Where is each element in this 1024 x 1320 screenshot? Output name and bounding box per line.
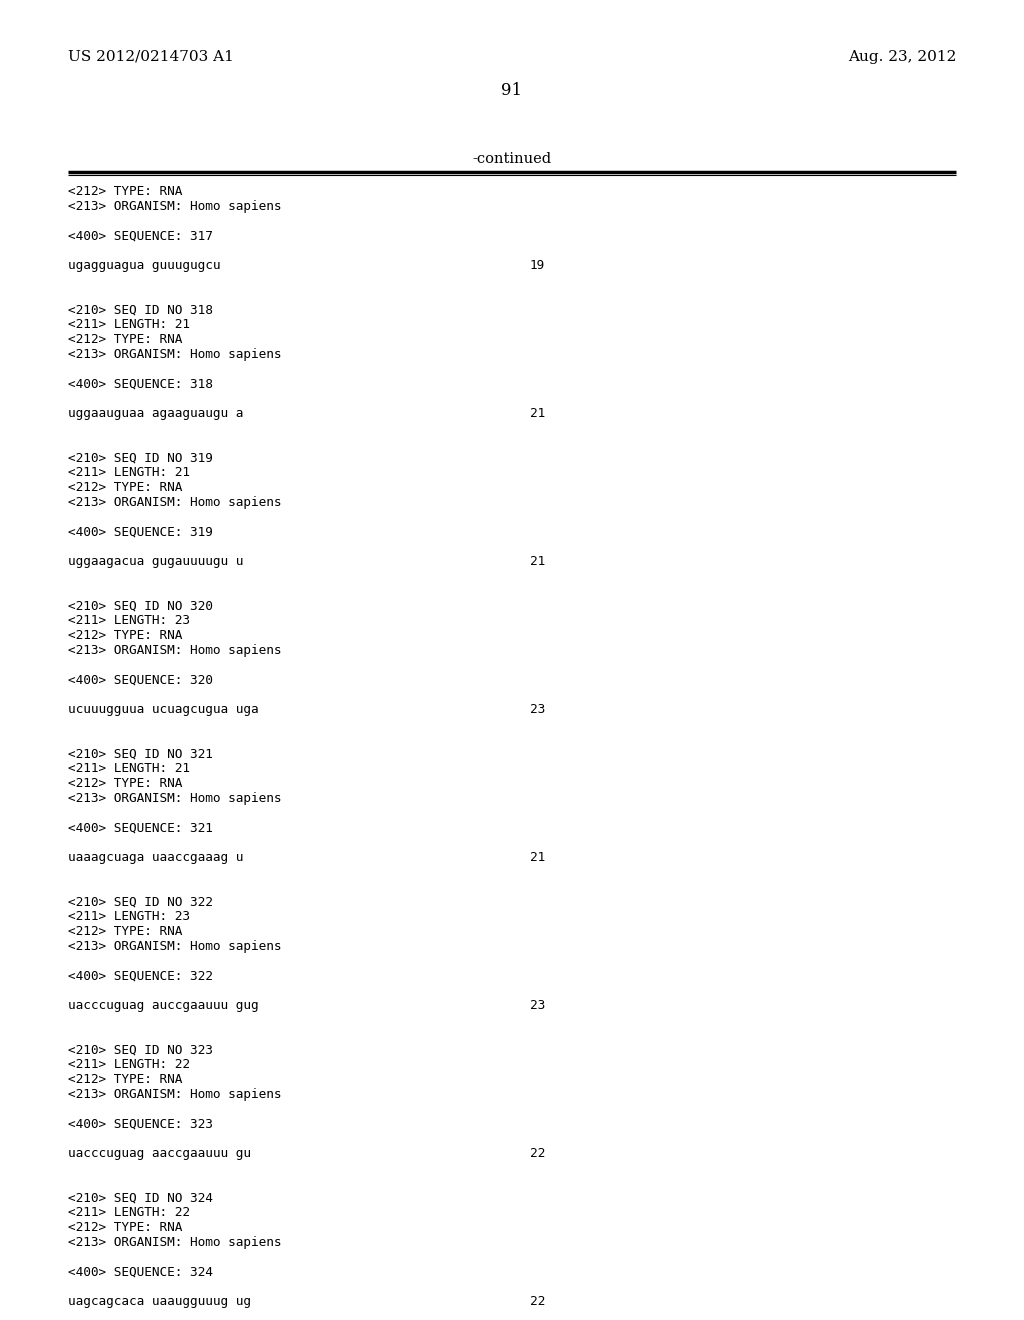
Text: <212> TYPE: RNA: <212> TYPE: RNA: [68, 333, 182, 346]
Text: <211> LENGTH: 21: <211> LENGTH: 21: [68, 318, 190, 331]
Text: <213> ORGANISM: Homo sapiens: <213> ORGANISM: Homo sapiens: [68, 199, 282, 213]
Text: <211> LENGTH: 22: <211> LENGTH: 22: [68, 1059, 190, 1072]
Text: <213> ORGANISM: Homo sapiens: <213> ORGANISM: Homo sapiens: [68, 940, 282, 953]
Text: <212> TYPE: RNA: <212> TYPE: RNA: [68, 1221, 182, 1234]
Text: <210> SEQ ID NO 318: <210> SEQ ID NO 318: [68, 304, 213, 317]
Text: <210> SEQ ID NO 322: <210> SEQ ID NO 322: [68, 895, 213, 908]
Text: <210> SEQ ID NO 319: <210> SEQ ID NO 319: [68, 451, 213, 465]
Text: <400> SEQUENCE: 321: <400> SEQUENCE: 321: [68, 821, 213, 834]
Text: <211> LENGTH: 22: <211> LENGTH: 22: [68, 1206, 190, 1220]
Text: ucuuugguua ucuagcugua uga: ucuuugguua ucuagcugua uga: [68, 704, 259, 715]
Text: uggaauguaa agaaguaugu a: uggaauguaa agaaguaugu a: [68, 407, 244, 420]
Text: <400> SEQUENCE: 322: <400> SEQUENCE: 322: [68, 969, 213, 982]
Text: <213> ORGANISM: Homo sapiens: <213> ORGANISM: Homo sapiens: [68, 1088, 282, 1101]
Text: <210> SEQ ID NO 324: <210> SEQ ID NO 324: [68, 1192, 213, 1204]
Text: <212> TYPE: RNA: <212> TYPE: RNA: [68, 480, 182, 494]
Text: <211> LENGTH: 23: <211> LENGTH: 23: [68, 614, 190, 627]
Text: <400> SEQUENCE: 323: <400> SEQUENCE: 323: [68, 1118, 213, 1130]
Text: <212> TYPE: RNA: <212> TYPE: RNA: [68, 630, 182, 642]
Text: 23: 23: [530, 704, 545, 715]
Text: uagcagcaca uaaugguuug ug: uagcagcaca uaaugguuug ug: [68, 1295, 251, 1308]
Text: <213> ORGANISM: Homo sapiens: <213> ORGANISM: Homo sapiens: [68, 347, 282, 360]
Text: <400> SEQUENCE: 320: <400> SEQUENCE: 320: [68, 673, 213, 686]
Text: <213> ORGANISM: Homo sapiens: <213> ORGANISM: Homo sapiens: [68, 1236, 282, 1249]
Text: <213> ORGANISM: Homo sapiens: <213> ORGANISM: Homo sapiens: [68, 496, 282, 508]
Text: <212> TYPE: RNA: <212> TYPE: RNA: [68, 185, 182, 198]
Text: Aug. 23, 2012: Aug. 23, 2012: [848, 50, 956, 63]
Text: 23: 23: [530, 999, 545, 1012]
Text: -continued: -continued: [472, 152, 552, 166]
Text: <210> SEQ ID NO 321: <210> SEQ ID NO 321: [68, 747, 213, 760]
Text: uacccuguag auccgaauuu gug: uacccuguag auccgaauuu gug: [68, 999, 259, 1012]
Text: <211> LENGTH: 23: <211> LENGTH: 23: [68, 911, 190, 923]
Text: uaaagcuaga uaaccgaaag u: uaaagcuaga uaaccgaaag u: [68, 851, 244, 865]
Text: ugagguagua guuugugcu: ugagguagua guuugugcu: [68, 259, 220, 272]
Text: <210> SEQ ID NO 320: <210> SEQ ID NO 320: [68, 599, 213, 612]
Text: <212> TYPE: RNA: <212> TYPE: RNA: [68, 777, 182, 789]
Text: uacccuguag aaccgaauuu gu: uacccuguag aaccgaauuu gu: [68, 1147, 251, 1160]
Text: <212> TYPE: RNA: <212> TYPE: RNA: [68, 925, 182, 939]
Text: <212> TYPE: RNA: <212> TYPE: RNA: [68, 1073, 182, 1086]
Text: <400> SEQUENCE: 318: <400> SEQUENCE: 318: [68, 378, 213, 391]
Text: 21: 21: [530, 407, 545, 420]
Text: 21: 21: [530, 554, 545, 568]
Text: <210> SEQ ID NO 323: <210> SEQ ID NO 323: [68, 1043, 213, 1056]
Text: uggaagacua gugauuuugu u: uggaagacua gugauuuugu u: [68, 554, 244, 568]
Text: <400> SEQUENCE: 324: <400> SEQUENCE: 324: [68, 1266, 213, 1278]
Text: US 2012/0214703 A1: US 2012/0214703 A1: [68, 50, 233, 63]
Text: <400> SEQUENCE: 319: <400> SEQUENCE: 319: [68, 525, 213, 539]
Text: <211> LENGTH: 21: <211> LENGTH: 21: [68, 762, 190, 775]
Text: <400> SEQUENCE: 317: <400> SEQUENCE: 317: [68, 230, 213, 243]
Text: 22: 22: [530, 1147, 545, 1160]
Text: 22: 22: [530, 1295, 545, 1308]
Text: 21: 21: [530, 851, 545, 865]
Text: 91: 91: [502, 82, 522, 99]
Text: <211> LENGTH: 21: <211> LENGTH: 21: [68, 466, 190, 479]
Text: 19: 19: [530, 259, 545, 272]
Text: <213> ORGANISM: Homo sapiens: <213> ORGANISM: Homo sapiens: [68, 792, 282, 805]
Text: <213> ORGANISM: Homo sapiens: <213> ORGANISM: Homo sapiens: [68, 644, 282, 657]
